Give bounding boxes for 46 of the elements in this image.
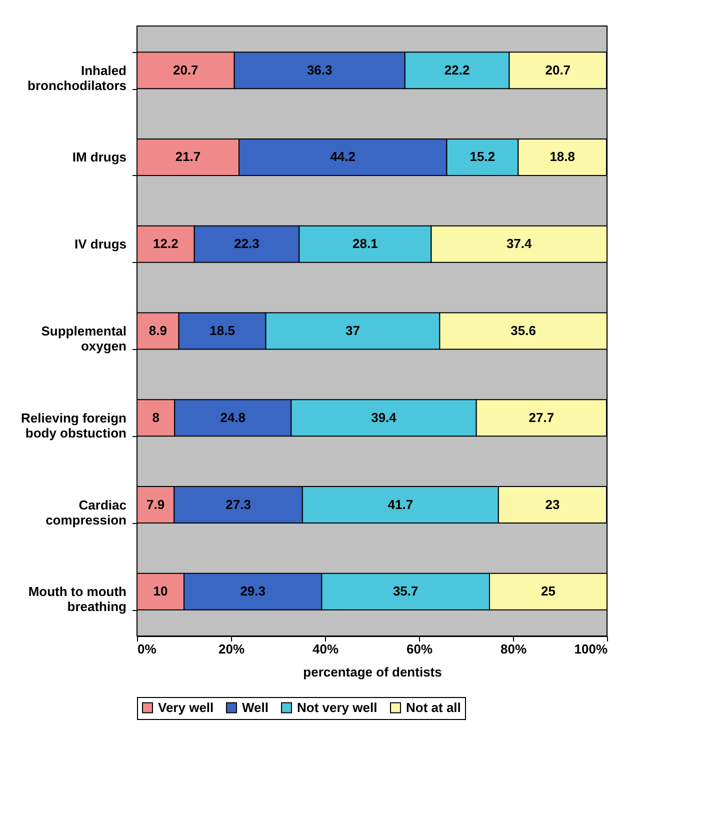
data-label: 12.2 [153,236,178,252]
x-tick-label: 0% [138,642,157,656]
data-label: 44.2 [330,149,356,164]
data-label: 23 [545,496,560,512]
y-tick-label: IM drugs [72,150,126,165]
data-label: 39.4 [371,410,398,425]
data-label: 8 [152,410,160,425]
data-label: 27.3 [226,496,251,512]
data-label: 21.7 [175,149,201,164]
x-axis-title: percentage of dentists [303,664,442,680]
data-label: 35.6 [510,323,536,338]
y-tick-label: Cardiac compression [46,497,127,528]
data-label: 25 [541,584,556,599]
y-tick-label: IV drugs [74,236,126,252]
legend-label: Not very well [297,700,378,715]
legend-label: Not at all [406,700,461,715]
data-label: 29.3 [240,584,266,599]
x-tick-label: 40% [312,642,339,656]
x-tick-label: 80% [500,642,527,656]
x-tick-label: 60% [406,642,433,656]
data-label: 8.9 [148,323,167,338]
data-label: 41.7 [388,496,414,512]
data-label: 22.2 [444,62,470,78]
legend-label: Well [242,700,268,715]
y-tick-label: Supplemental oxygen [41,324,127,354]
data-label: 10 [153,584,168,599]
data-label: 37 [345,323,360,338]
data-label: 7.9 [146,496,165,512]
data-label: 35.7 [392,584,418,599]
data-label: 18.5 [210,323,235,338]
data-label: 18.8 [550,149,576,164]
y-tick-label: Inhaled bronchodilators [28,62,127,93]
data-label: 15.2 [470,149,496,164]
data-label: 20.7 [545,62,571,78]
y-tick-label: Mouth to mouth breathing [28,584,127,614]
data-label: 36.3 [306,62,332,78]
legend-label: Very well [158,700,214,715]
x-tick-label: 20% [218,642,245,656]
x-tick-label: 100% [574,642,608,656]
y-tick-label: Relieving foreign body obstuction [21,410,127,440]
data-label: 22.3 [234,236,260,252]
data-label: 27.7 [528,410,554,425]
data-label: 37.4 [506,236,533,252]
data-label: 20.7 [172,62,198,78]
data-label: 28.1 [352,236,378,252]
data-label: 24.8 [220,410,246,425]
